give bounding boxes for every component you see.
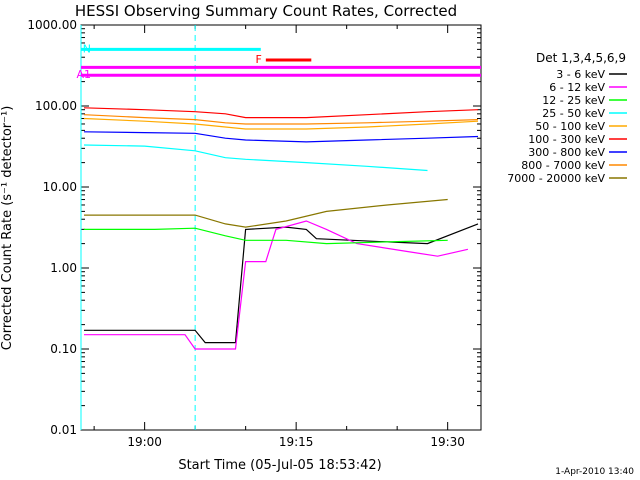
series-line (84, 227, 448, 245)
series-line (83, 144, 428, 172)
vertical-marker-lines (80, 25, 196, 430)
series-line (83, 107, 479, 119)
series-line (83, 114, 479, 125)
x-tick-label: 19:00 (127, 435, 162, 449)
y-tick-label: 1.00 (50, 261, 77, 275)
y-tick-label: 10.00 (43, 180, 77, 194)
legend-entry-label: 300 - 800 keV (528, 146, 605, 159)
chart-title: HESSI Observing Summary Count Rates, Cor… (75, 2, 457, 20)
x-tick-label: 19:15 (279, 435, 314, 449)
legend-entry-label: 100 - 300 keV (528, 133, 605, 146)
x-axis-label: Start Time (05-Jul-05 18:53:42) (178, 458, 381, 473)
y-tick-label: 1000.00 (27, 18, 77, 32)
state-bar-label: F (256, 53, 262, 66)
footer-timestamp: 1-Apr-2010 13:40 (555, 467, 634, 477)
y-tick-label: 0.01 (50, 423, 77, 437)
x-tick-labels: 19:00 19:15 19:30 (127, 435, 465, 449)
legend-entry-label: 50 - 100 keV (535, 120, 605, 133)
state-bar-label: A1 (76, 68, 91, 81)
state-bar-label: N (83, 42, 91, 55)
legend-entry-label: 800 - 7000 keV (521, 159, 605, 172)
y-tick-labels: 0.01 0.10 1.00 10.00 100.00 1000.00 (27, 18, 77, 437)
legend-entry-label: 12 - 25 keV (542, 94, 605, 107)
y-tick-label: 0.10 (50, 342, 77, 356)
series-line (83, 131, 479, 143)
series-line (83, 117, 479, 130)
series-line (84, 198, 448, 228)
state-bars: N F A1 (76, 42, 481, 81)
legend-entry-label: 3 - 6 keV (556, 68, 605, 81)
series-line (84, 220, 469, 350)
legend-title: Det 1,3,4,5,6,9 (536, 51, 626, 65)
legend-entry-label: 7000 - 20000 keV (507, 172, 605, 185)
legend-entry-label: 25 - 50 keV (542, 107, 605, 120)
legend-entry-label: 6 - 12 keV (549, 81, 605, 94)
x-tick-label: 19:30 (430, 435, 465, 449)
y-axis-label: Corrected Count Rate (s⁻¹ detector⁻¹) (0, 106, 15, 351)
y-tick-label: 100.00 (35, 99, 77, 113)
series-line (84, 223, 479, 344)
series-lines (83, 107, 479, 350)
